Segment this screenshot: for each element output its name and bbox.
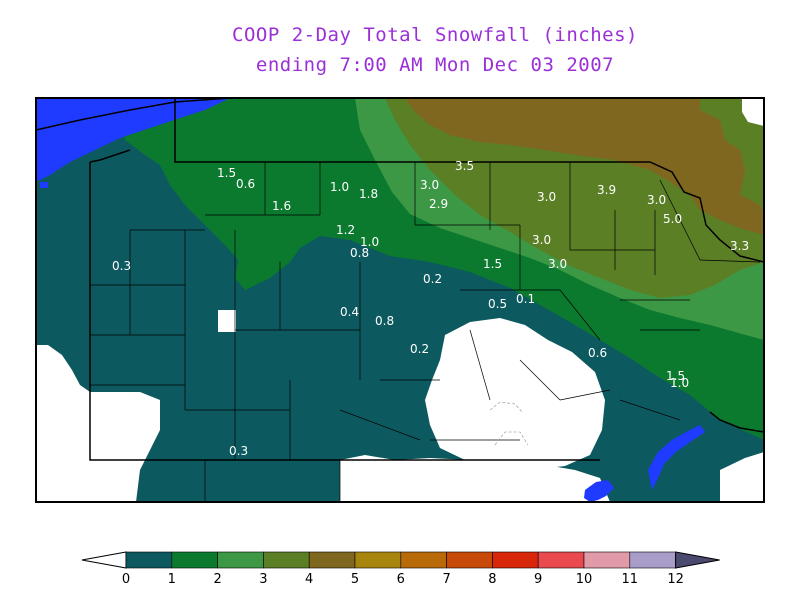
- map-frame: [35, 97, 765, 503]
- legend-tick-label: 1: [168, 572, 176, 587]
- legend-swatch: [217, 551, 264, 569]
- station-value: 1.5: [483, 257, 502, 271]
- legend-swatch: [492, 551, 539, 569]
- station-value: 1.0: [670, 376, 689, 390]
- legend-tick-label: 9: [534, 572, 542, 587]
- legend-tick-label: 0: [122, 572, 130, 587]
- zone-no-snow-spot: [218, 310, 236, 332]
- station-value: 1.6: [272, 199, 291, 213]
- station-value: 3.0: [420, 178, 439, 192]
- legend-swatch: [583, 551, 631, 569]
- legend-swatch: [263, 551, 310, 569]
- station-value: 0.6: [236, 177, 255, 191]
- legend-high-arrow: [675, 551, 720, 569]
- station-value: 0.3: [229, 444, 248, 458]
- lake-spot: [40, 182, 48, 188]
- legend-tick-label: 4: [305, 572, 313, 587]
- zone-no-snow-central: [425, 318, 605, 470]
- zone-no-snow-west: [36, 345, 160, 502]
- legend-swatch: [400, 551, 447, 569]
- zone-no-snow-se: [720, 452, 764, 502]
- legend-tick-label: 11: [622, 572, 639, 587]
- delaware-river: [648, 425, 705, 490]
- legend-tick-label: 3: [259, 572, 267, 587]
- station-value: 1.0: [360, 235, 379, 249]
- zone-no-snow-northeast: [742, 98, 764, 126]
- station-value: 0.5: [488, 297, 507, 311]
- station-value: 1.2: [336, 223, 355, 237]
- color-legend: 0 1 2 3 4 5 6 7 8 9 10 11 12: [81, 551, 720, 587]
- station-value: 0.2: [410, 342, 429, 356]
- station-value: 3.0: [647, 193, 666, 207]
- reservoir: [584, 480, 614, 502]
- station-value: 0.8: [375, 314, 394, 328]
- county-lines: [90, 162, 761, 502]
- station-value: 5.0: [663, 212, 682, 226]
- station-value: 1.0: [330, 180, 349, 194]
- legend-tick-label: 12: [667, 572, 684, 587]
- station-value: 3.0: [548, 257, 567, 271]
- legend-low-arrow: [81, 551, 127, 569]
- station-value: 1.8: [359, 187, 378, 201]
- station-value: 3.9: [597, 183, 616, 197]
- legend-swatch: [125, 551, 173, 569]
- legend-swatch: [629, 551, 676, 569]
- legend-swatch: [537, 551, 585, 569]
- station-value: 0.4: [340, 305, 359, 319]
- station-value: 0.3: [112, 259, 131, 273]
- legend-swatch: [354, 551, 402, 569]
- dashed-lines: [489, 401, 529, 446]
- legend-tick-label: 2: [213, 572, 221, 587]
- station-value: 2.9: [429, 197, 448, 211]
- legend-swatch: [446, 551, 493, 569]
- legend-tick-label: 8: [488, 572, 496, 587]
- station-value: 3.3: [730, 239, 749, 253]
- legend-tick-label: 7: [442, 572, 450, 587]
- station-value: 0.8: [350, 246, 369, 260]
- legend-tick-label: 5: [351, 572, 359, 587]
- station-value: 0.1: [516, 292, 535, 306]
- legend-tick-label: 10: [576, 572, 593, 587]
- legend-swatch: [308, 551, 356, 569]
- legend-swatch: [171, 551, 218, 569]
- station-value: 0.2: [423, 272, 442, 286]
- map-subtitle: ending 7:00 AM Mon Dec 03 2007: [255, 54, 615, 76]
- station-value: 3.5: [455, 159, 474, 173]
- zone-no-snow-south: [340, 455, 610, 502]
- station-value: 1.5: [217, 166, 236, 180]
- zone-4-5: [405, 98, 764, 235]
- station-value: 0.6: [588, 346, 607, 360]
- station-value: 3.0: [537, 190, 556, 204]
- legend-tick-label: 6: [397, 572, 405, 587]
- station-value: 3.0: [532, 233, 551, 247]
- station-labels: 1.5 0.6 1.6 1.0 1.8 3.5 3.0 2.9 3.0 3.9 …: [112, 159, 749, 458]
- map-title: COOP 2-Day Total Snowfall (inches): [232, 24, 638, 46]
- station-value: 1.5: [666, 369, 685, 383]
- state-borders: [35, 97, 765, 461]
